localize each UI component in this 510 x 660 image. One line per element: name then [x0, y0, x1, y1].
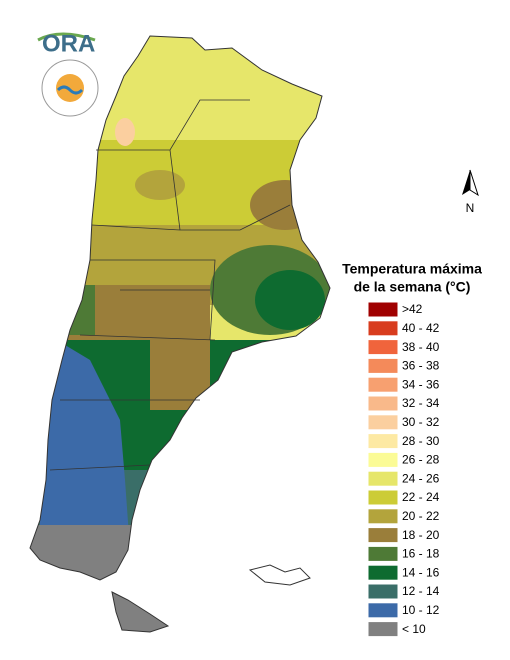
legend-label: 12 - 14 [402, 584, 440, 598]
zone-16-18-west [30, 285, 95, 335]
legend-swatch [367, 376, 399, 393]
legend-label: 32 - 34 [402, 396, 440, 410]
legend-swatch [367, 564, 399, 581]
legend: Temperatura máxima de la semana (°C) >42… [342, 261, 482, 638]
north-arrow-outline [469, 169, 479, 197]
legend-label: 20 - 22 [402, 509, 440, 523]
legend-label: 16 - 18 [402, 547, 440, 561]
province-borders [49, 99, 291, 471]
zone-below-10 [30, 525, 330, 632]
legend-swatch [367, 301, 399, 318]
legend-swatch [367, 395, 399, 412]
islands [248, 564, 311, 586]
legend-label: 40 - 42 [402, 321, 440, 335]
zone-14-16-east [255, 270, 325, 330]
legend-label: 36 - 38 [402, 359, 440, 373]
logo-text: ORA [42, 30, 95, 57]
legend-swatch [367, 583, 399, 600]
legend-swatch [367, 489, 399, 506]
north-arrow [462, 170, 470, 195]
legend-swatch [367, 414, 399, 431]
legend-label: 14 - 16 [402, 565, 440, 579]
zone-18-20-east [250, 180, 320, 230]
legend-label: >42 [402, 302, 423, 316]
legend-label: 22 - 24 [402, 490, 440, 504]
legend-label: 10 - 12 [402, 603, 440, 617]
legend-swatch [367, 545, 399, 562]
legend-label: 26 - 28 [402, 453, 440, 467]
north-label: N [466, 201, 475, 215]
legend-label: 30 - 32 [402, 415, 440, 429]
legend-swatch [367, 470, 399, 487]
legend-title: de la semana (°C) [354, 279, 471, 295]
legend-swatch [367, 602, 399, 619]
zone-10-12 [40, 330, 130, 560]
legend-swatch [367, 357, 399, 374]
zone-18-20-coast [150, 330, 210, 410]
legend-label: 24 - 26 [402, 471, 440, 485]
legend-swatch [367, 339, 399, 356]
agency-seal-wave [56, 85, 84, 95]
zone-30-32 [115, 118, 135, 146]
legend-label: 28 - 30 [402, 434, 440, 448]
logo-swoosh [37, 32, 96, 42]
legend-label: 18 - 20 [402, 528, 440, 542]
legend-swatch [367, 433, 399, 450]
legend-label: 38 - 40 [402, 340, 440, 354]
legend-swatch [367, 320, 399, 337]
zone-20-22 [135, 170, 185, 200]
legend-swatch [367, 621, 399, 638]
legend-label: < 10 [402, 622, 426, 636]
legend-label: 34 - 36 [402, 377, 440, 391]
legend-swatch [367, 508, 399, 525]
legend-swatch [367, 527, 399, 544]
legend-swatch [367, 451, 399, 468]
legend-title: Temperatura máxima [342, 261, 482, 277]
